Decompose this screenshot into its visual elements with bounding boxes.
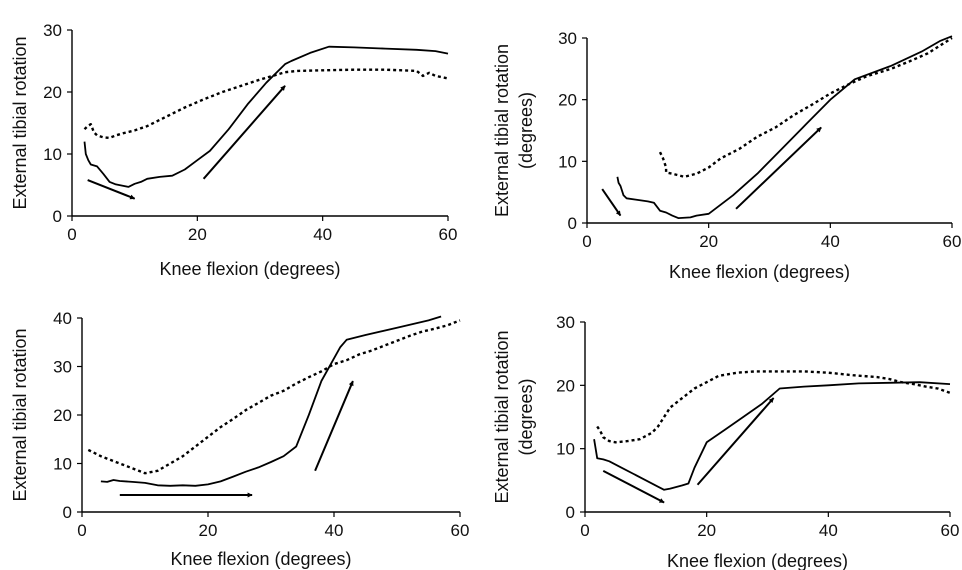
series-line-solid — [616, 35, 953, 219]
y-axis-title: External tibial rotation — [10, 36, 30, 209]
x-axis-title: Knee flexion (degrees) — [669, 262, 850, 282]
y-tick-label: 10 — [53, 455, 72, 474]
series-line-dotted — [87, 319, 461, 475]
x-tick-label: 60 — [943, 232, 962, 251]
direction-arrow — [314, 380, 354, 472]
x-tick-label: 20 — [199, 521, 218, 540]
chart-panel-1: 0 20 40 60 0 10 20 30 Knee flexion (degrees) Exte… — [10, 21, 457, 279]
y-tick-label: 0 — [53, 207, 62, 226]
direction-arrow — [602, 469, 665, 504]
x-tick-label: 60 — [941, 521, 960, 540]
x-tick-label: 40 — [821, 232, 840, 251]
y-axis-title: (degrees) — [516, 378, 536, 455]
x-tick-label: 0 — [67, 225, 76, 244]
series-line-dotted — [596, 370, 951, 444]
series-line-dotted — [83, 68, 449, 140]
y-tick-label: 10 — [43, 145, 62, 164]
chart-panel-2: 0 20 40 60 0 10 20 30 Knee flexion (degrees) Exte… — [492, 29, 961, 282]
series-line-solid — [100, 315, 442, 487]
y-tick-label: 20 — [558, 91, 577, 110]
y-tick-label: 20 — [53, 406, 72, 425]
x-tick-label: 0 — [77, 521, 86, 540]
x-tick-label: 40 — [313, 225, 332, 244]
direction-arrow — [202, 85, 286, 180]
y-axis-title: External tibial rotation — [10, 328, 30, 501]
y-axis-title: (degrees) — [516, 92, 536, 169]
x-tick-label: 0 — [580, 521, 589, 540]
y-tick-label: 30 — [558, 29, 577, 48]
y-axis-title: External tibial rotation — [492, 330, 512, 503]
y-tick-label: 10 — [556, 440, 575, 459]
x-tick-label: 40 — [819, 521, 838, 540]
x-tick-label: 20 — [697, 521, 716, 540]
direction-arrow — [735, 126, 822, 210]
y-tick-label: 0 — [566, 503, 575, 522]
y-tick-label: 20 — [556, 376, 575, 395]
series-line-solid — [593, 381, 951, 491]
x-tick-label: 60 — [451, 521, 470, 540]
x-tick-label: 60 — [439, 225, 458, 244]
x-axis-title: Knee flexion (degrees) — [170, 549, 351, 569]
x-tick-label: 0 — [582, 232, 591, 251]
x-axis-title: Knee flexion (degrees) — [667, 551, 848, 570]
x-tick-label: 20 — [699, 232, 718, 251]
y-tick-label: 30 — [556, 313, 575, 332]
y-tick-label: 20 — [43, 83, 62, 102]
y-axis-title: External tibial rotation — [492, 44, 512, 217]
y-tick-label: 40 — [53, 309, 72, 328]
direction-arrow — [696, 397, 775, 486]
y-tick-label: 0 — [568, 214, 577, 233]
x-tick-label: 40 — [325, 521, 344, 540]
y-tick-label: 0 — [63, 503, 72, 522]
chart-panel-4: 0 20 40 60 0 10 20 30 Knee flexion (degrees) Exte… — [492, 313, 959, 570]
y-tick-label: 30 — [53, 358, 72, 377]
series-line-dotted — [658, 36, 953, 178]
series-line-solid — [83, 45, 449, 188]
chart-panel-3: 0 20 40 60 0 10 20 30 40 Knee flexion (degrees) Ex… — [10, 309, 469, 569]
y-tick-label: 30 — [43, 21, 62, 40]
direction-arrow — [87, 179, 136, 200]
direction-arrow — [601, 188, 622, 217]
y-tick-label: 10 — [558, 152, 577, 171]
x-axis-title: Knee flexion (degrees) — [159, 259, 340, 279]
x-tick-label: 20 — [188, 225, 207, 244]
